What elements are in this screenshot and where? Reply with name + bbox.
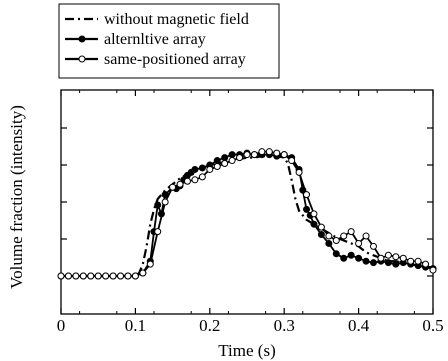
- data-point: [206, 165, 214, 173]
- legend-item: alternltive array: [65, 31, 206, 48]
- x-tick-label: 0.4: [348, 316, 370, 335]
- legend-label: without magnetic field: [104, 11, 249, 28]
- data-point: [280, 151, 288, 159]
- data-point: [288, 157, 296, 165]
- data-point: [72, 272, 80, 280]
- series-3: [57, 148, 437, 280]
- data-point: [429, 266, 437, 274]
- data-point: [154, 201, 162, 209]
- data-point: [355, 239, 363, 247]
- data-point: [169, 183, 177, 191]
- x-tick-label: 0.1: [125, 316, 146, 335]
- data-point: [303, 205, 311, 213]
- data-point: [228, 151, 236, 159]
- data-point: [347, 251, 355, 259]
- data-point: [317, 231, 325, 239]
- data-point: [303, 191, 311, 199]
- data-point: [340, 232, 348, 240]
- legend: without magnetic field alternltive array s…: [58, 3, 280, 79]
- data-point: [191, 165, 199, 173]
- x-tick-label: 0.3: [274, 316, 295, 335]
- data-point: [340, 254, 348, 262]
- legend-item: same-positioned array: [65, 51, 246, 68]
- data-point: [139, 269, 147, 277]
- data-point: [422, 260, 430, 268]
- data-point: [117, 272, 125, 280]
- data-point: [213, 157, 221, 165]
- data-point: [94, 272, 102, 280]
- legend-marker: [78, 55, 86, 63]
- axis-ticks: 0 0.1 0.2 0.3 0.4 0.5: [57, 90, 444, 335]
- x-tick-label: 0.5: [422, 316, 443, 335]
- series-line: [61, 155, 433, 278]
- data-point: [325, 232, 333, 240]
- data-point: [392, 253, 400, 261]
- data-point: [183, 177, 191, 185]
- data-point: [87, 272, 95, 280]
- data-point: [79, 272, 87, 280]
- data-point: [414, 257, 422, 265]
- data-point: [273, 149, 281, 157]
- data-point: [347, 228, 355, 236]
- x-tick-label: 0.2: [199, 316, 220, 335]
- plot-frame: [60, 89, 434, 315]
- data-point: [265, 148, 273, 156]
- data-point: [221, 154, 229, 162]
- legend-box: [58, 3, 280, 79]
- data-point: [325, 239, 333, 247]
- data-point: [109, 272, 117, 280]
- data-point: [176, 180, 184, 188]
- series-layer: [57, 148, 437, 280]
- data-point: [198, 173, 206, 181]
- data-point: [369, 242, 377, 250]
- data-point: [191, 176, 199, 184]
- data-point: [258, 148, 266, 156]
- data-point: [154, 228, 162, 236]
- data-point: [198, 164, 206, 172]
- x-axis-label: Time (s): [218, 341, 275, 360]
- data-point: [332, 236, 340, 244]
- data-point: [310, 210, 318, 218]
- data-point: [102, 272, 110, 280]
- legend-label: same-positioned array: [104, 51, 246, 68]
- data-point: [369, 259, 377, 267]
- data-point: [221, 160, 229, 168]
- data-point: [57, 272, 65, 280]
- data-point: [362, 232, 370, 240]
- x-tick-label: 0: [57, 316, 66, 335]
- data-point: [310, 220, 318, 228]
- data-point: [362, 257, 370, 265]
- y-axis-label: Volume fraction (intensity): [7, 105, 26, 289]
- data-point: [384, 259, 392, 267]
- data-point: [146, 260, 154, 268]
- series-1: [61, 155, 433, 278]
- data-point: [355, 254, 363, 262]
- data-point: [250, 151, 258, 159]
- data-point: [131, 272, 139, 280]
- legend-marker: [78, 35, 86, 43]
- data-point: [236, 154, 244, 162]
- data-point: [332, 250, 340, 258]
- data-point: [161, 198, 169, 206]
- legend-item: without magnetic field: [65, 11, 249, 28]
- data-point: [64, 272, 72, 280]
- data-point: [384, 251, 392, 259]
- data-point: [392, 260, 400, 268]
- data-point: [317, 223, 325, 231]
- data-point: [407, 257, 415, 265]
- data-point: [399, 254, 407, 262]
- legend-label: alternltive array: [104, 31, 206, 48]
- data-point: [228, 157, 236, 165]
- data-point: [295, 168, 303, 176]
- data-point: [377, 254, 385, 262]
- data-point: [124, 272, 132, 280]
- data-point: [243, 151, 251, 159]
- data-point: [213, 162, 221, 170]
